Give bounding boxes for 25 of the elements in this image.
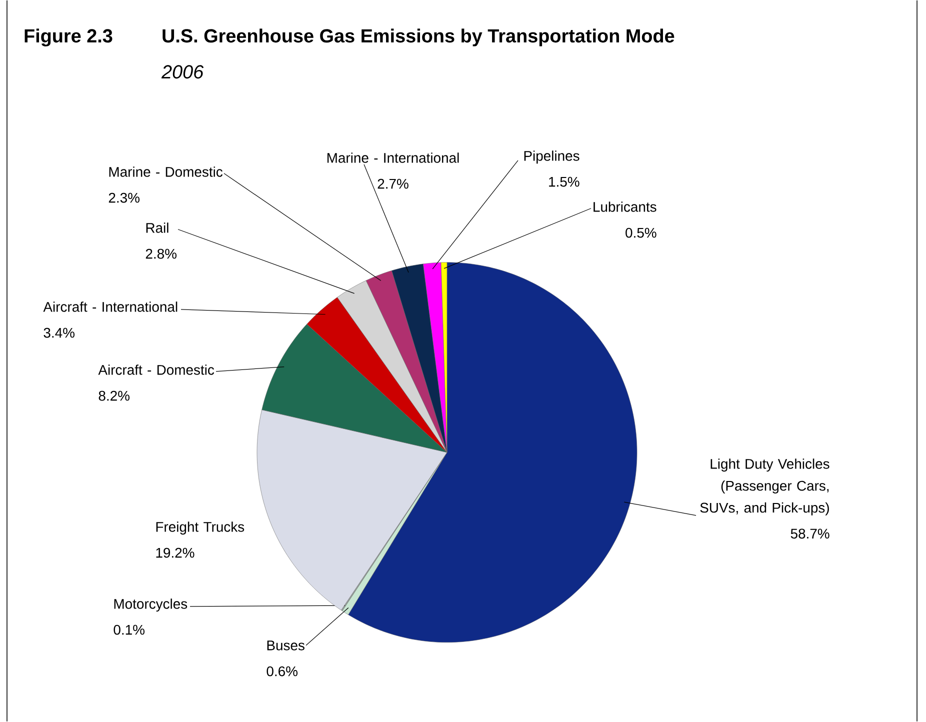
data-label: 0.6% (266, 666, 298, 676)
data-label: 2.8% (146, 248, 176, 259)
slice-label: Light Duty Vehicles (Passenger Cars, SUVs, and Pick-ups) (700, 458, 830, 516)
data-label: 2.7% (378, 178, 408, 189)
slice-label: Marine - International (327, 152, 459, 163)
slice-label: Buses (267, 640, 304, 650)
slice-label: Marine - Domestic (109, 166, 223, 177)
data-label: 0.1% (114, 624, 144, 635)
slice-label: Aircraft - Domestic (98, 364, 214, 375)
data-label: 2.3% (108, 192, 140, 203)
data-label: 1.5% (549, 177, 580, 187)
data-label: 58.7% (790, 528, 830, 539)
slice-label: Freight Trucks (156, 522, 244, 535)
slice-label: Rail (146, 222, 168, 233)
data-label: 19.2% (156, 548, 194, 558)
data-label: 8.2% (98, 390, 130, 401)
chart-subtitle: 2006 (161, 65, 204, 79)
slice-label: Aircraft - International (43, 302, 178, 312)
slice-label: Lubricants (594, 202, 656, 212)
caption: Figure 2.3 (24, 28, 112, 46)
data-label: 0.5% (626, 228, 656, 238)
slice-label: Pipelines (524, 150, 580, 164)
chart-title: U.S. Greenhouse Gas Emissions by Transportation Mode (162, 28, 674, 46)
slice-label: Motorcycles (114, 598, 188, 612)
data-label: 3.4% (44, 328, 74, 338)
